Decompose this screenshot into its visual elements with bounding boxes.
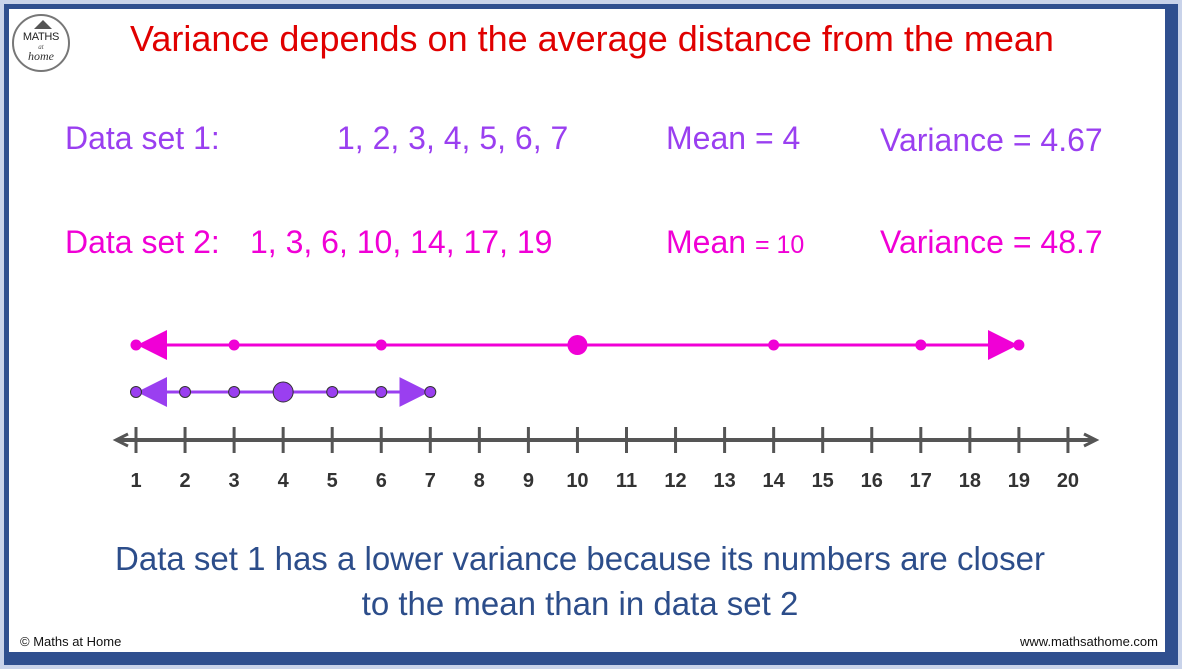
axis-tick-label-15: 15 [812,470,834,492]
axis-tick-label-9: 9 [523,470,534,492]
set1-point-6 [424,386,437,398]
set2-point-4 [768,339,780,351]
house-roof-icon [34,20,52,29]
set1-point-0 [130,386,142,398]
set1-dot-line [130,377,437,407]
set2-mean-label: Mean [666,224,755,260]
set2-point-6 [1013,339,1025,351]
set1-mean-value: 4 [782,120,801,156]
set1-point-2 [228,386,241,398]
axis-tick-label-20: 20 [1057,470,1079,492]
axis-tick-label-4: 4 [278,470,290,492]
axis-tick-label-3: 3 [229,470,240,492]
axis-tick-label-13: 13 [713,470,735,492]
set2-dot-line [130,330,1025,360]
set1-mean: Mean = 4 [666,120,800,157]
axis-tick-label-17: 17 [910,470,932,492]
axis-tick-label-10: 10 [566,470,588,492]
axis-tick-label-6: 6 [376,470,387,492]
set2-point-1 [228,339,240,351]
set1-label: Data set 1: [65,120,220,156]
axis-tick-label-8: 8 [474,470,485,492]
conclusion-text: Data set 1 has a lower variance because … [30,536,1130,626]
maths-at-home-logo: MATHS at home [12,14,70,72]
logo-word-maths: MATHS [22,31,60,43]
set1-values: 1, 2, 3, 4, 5, 6, 7 [337,120,569,156]
axis-arrow-right-icon [1083,432,1100,448]
set2-label: Data set 2: [65,224,220,260]
set1-variance: Variance = 4.67 [880,122,1103,158]
logo-word-at: at [38,43,44,51]
conclusion-line-2: to the mean than in data set 2 [361,585,799,622]
conclusion-line-1: Data set 1 has a lower variance because … [115,540,1045,577]
axis-arrow-left-icon [112,432,129,448]
set2-mean-marker [567,335,588,355]
website-link[interactable]: www.mathsathome.com [1020,634,1158,649]
set1-mean-marker [272,381,294,403]
set2-mean-value: = 10 [754,231,805,259]
set1-point-5 [375,386,388,398]
set2-point-0 [130,339,142,351]
page-title: Variance depends on the average distance… [130,18,1054,59]
set2-mean: Mean = 10 [666,224,804,261]
axis-tick-label-7: 7 [425,470,436,492]
axis-tick-label-1: 1 [130,470,141,492]
axis-tick-label-16: 16 [861,470,883,492]
axis-tick-label-2: 2 [179,470,190,492]
set2-values: 1, 3, 6, 10, 14, 17, 19 [250,224,553,260]
set1-mean-label: Mean = [666,120,783,156]
set2-variance: Variance = 48.7 [880,224,1103,260]
axis-tick-label-5: 5 [327,470,338,492]
number-line-axis: 1 2 3 4 5 6 7 8 9 10 11 12 13 14 15 16 17 18 19 20 [112,427,1100,492]
set1-point-1 [179,386,192,398]
set2-point-2 [375,339,387,351]
set2-point-5 [915,339,927,351]
logo-word-home: home [28,49,54,63]
axis-tick-label-19: 19 [1008,470,1030,492]
axis-tick-label-11: 11 [616,470,637,492]
axis-tick-label-12: 12 [664,470,686,492]
axis-tick-label-14: 14 [763,470,786,492]
copyright-text: © Maths at Home [20,634,122,649]
axis-tick-label-18: 18 [959,470,981,492]
set1-point-4 [326,386,339,398]
